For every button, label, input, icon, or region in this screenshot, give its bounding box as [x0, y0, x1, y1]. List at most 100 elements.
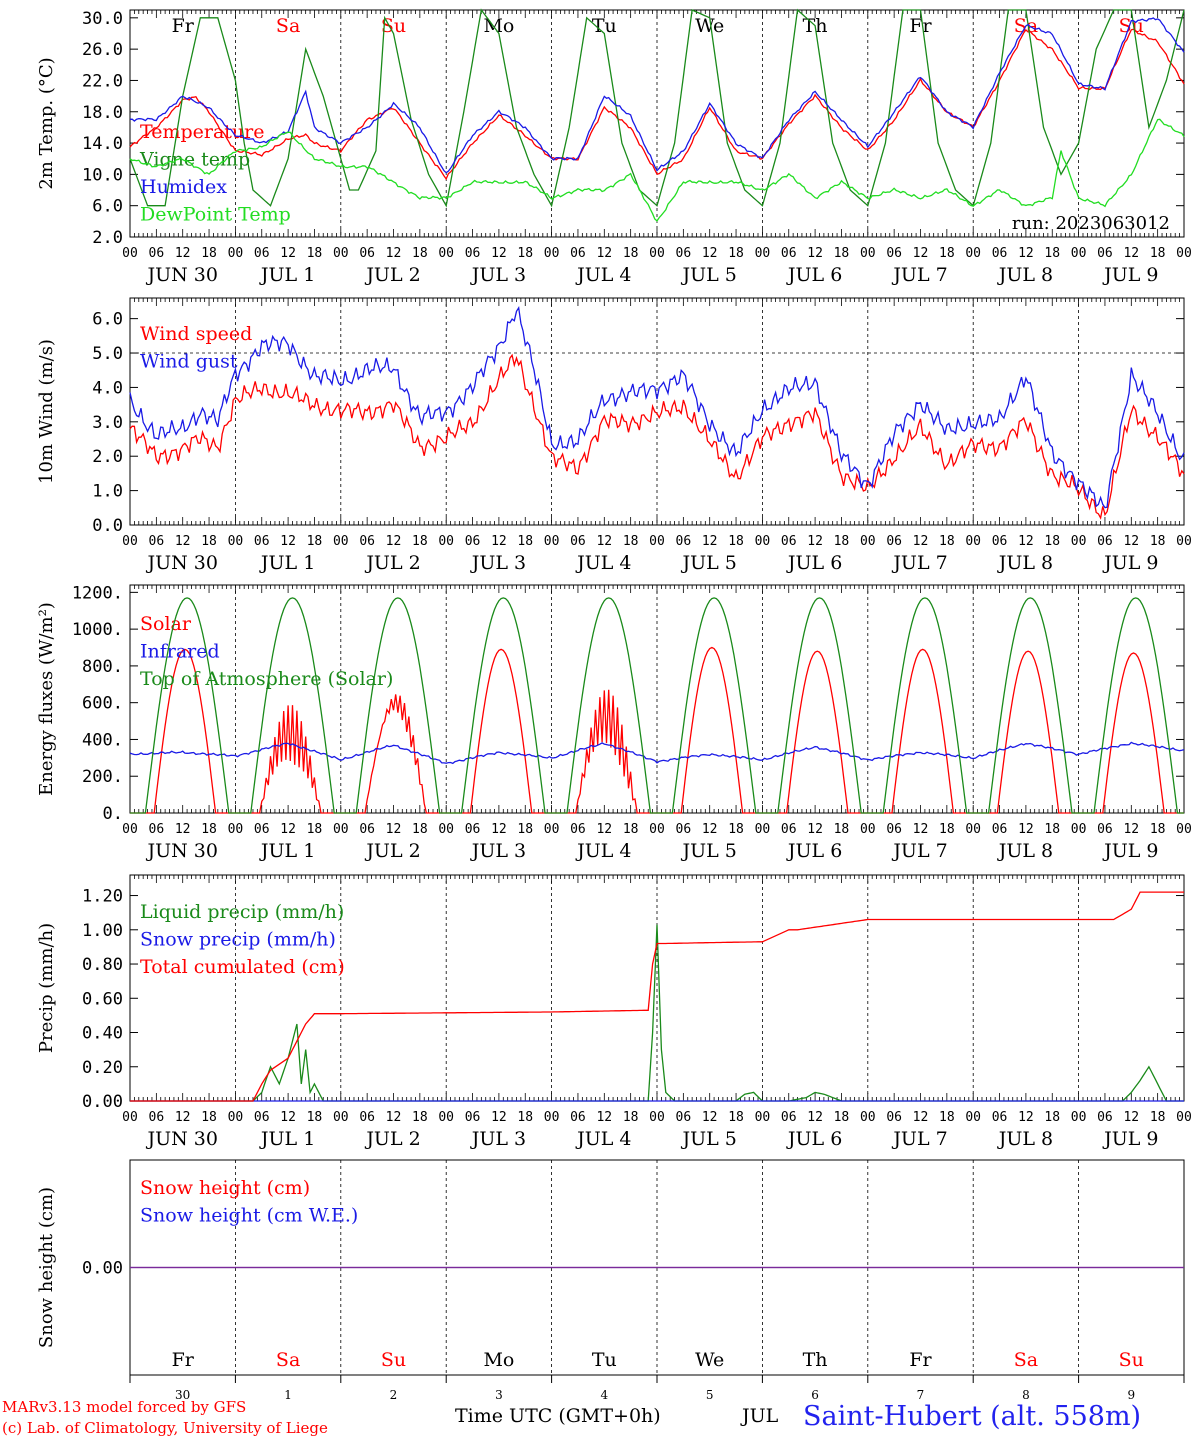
- hour-tick-label: 06: [359, 1110, 375, 1125]
- hour-tick-label: 06: [465, 246, 481, 261]
- hour-tick-label: 12: [491, 534, 507, 549]
- hour-tick-label: 06: [570, 822, 586, 837]
- date-label: JUL 3: [470, 264, 526, 286]
- hour-tick-label: 12: [1018, 1110, 1034, 1125]
- weekday-label: Sa: [276, 15, 300, 37]
- series-line-wind-gust: [129, 305, 1185, 509]
- hour-tick-label: 06: [254, 822, 270, 837]
- hour-tick-label: 12: [596, 246, 612, 261]
- y-tick-label: 5.0: [92, 344, 123, 364]
- hour-tick-label: 06: [1097, 246, 1113, 261]
- y-axis-label: Snow height (cm): [36, 1187, 57, 1348]
- hour-tick-label: 12: [596, 1110, 612, 1125]
- hour-tick-label: 06: [570, 1110, 586, 1125]
- legend-entry: Snow height (cm W.E.): [140, 1205, 358, 1227]
- hour-tick-label: 12: [491, 246, 507, 261]
- y-tick-label: 0.: [103, 804, 123, 824]
- hour-tick-label: 12: [1018, 534, 1034, 549]
- hour-tick-label: 18: [623, 246, 639, 261]
- hour-tick-label: 12: [491, 822, 507, 837]
- legend-entry: DewPoint Temp: [140, 204, 291, 226]
- hour-tick-label: 18: [939, 1110, 955, 1125]
- hour-tick-label: 18: [201, 534, 217, 549]
- weekday-label: Fr: [909, 1349, 932, 1371]
- hour-tick-label: 18: [1044, 822, 1060, 837]
- hour-tick-label: 06: [886, 534, 902, 549]
- y-tick-label: 800.: [82, 657, 123, 677]
- hour-tick-label: 06: [149, 246, 165, 261]
- hour-tick-label: 12: [702, 246, 718, 261]
- date-label: JUL 5: [681, 1128, 737, 1150]
- day-number-label: 4: [600, 1388, 608, 1402]
- hour-tick-label: 06: [570, 534, 586, 549]
- hour-tick-label: 18: [1150, 534, 1166, 549]
- hour-tick-label: 12: [1123, 1110, 1139, 1125]
- hour-tick-label: 00: [228, 246, 244, 261]
- hour-tick-label: 18: [201, 1110, 217, 1125]
- panel-4: 00 06 12 18 JUN 30 00 06 12 18 JUL 1 00 06 12 18 JUL 2…: [36, 874, 1192, 1150]
- hour-tick-label: 06: [676, 246, 692, 261]
- series-line-total-cumulated-cm-: [130, 891, 1184, 1102]
- hour-tick-label: 00: [860, 534, 876, 549]
- y-tick-label: 0.0: [92, 516, 123, 536]
- hour-tick-label: 12: [386, 534, 402, 549]
- hour-tick-label: 00: [1071, 1110, 1087, 1125]
- hour-tick-label: 06: [1097, 822, 1113, 837]
- hour-tick-label: 18: [201, 246, 217, 261]
- hour-tick-label: 06: [465, 822, 481, 837]
- date-label: JUL 9: [1102, 552, 1158, 574]
- hour-tick-label: 18: [1044, 1110, 1060, 1125]
- hour-tick-label: 06: [676, 534, 692, 549]
- y-axis-label: 10m Wind (m/s): [36, 339, 57, 484]
- hour-tick-label: 18: [412, 246, 428, 261]
- hour-tick-label: 00: [333, 1110, 349, 1125]
- y-tick-label: 14.0: [82, 134, 123, 154]
- weekday-label: Th: [803, 1349, 828, 1371]
- date-label: JUL 5: [681, 552, 737, 574]
- date-label: JUL 7: [891, 1128, 947, 1150]
- hour-tick-label: 12: [386, 246, 402, 261]
- hour-tick-label: 00: [333, 822, 349, 837]
- hour-tick-label: 12: [280, 246, 296, 261]
- hour-tick-label: 00: [649, 246, 665, 261]
- day-number-label: 9: [1127, 1388, 1135, 1402]
- series-line-wind-speed: [129, 353, 1185, 520]
- hour-tick-label: 00: [544, 246, 560, 261]
- y-tick-label: 1.00: [82, 921, 123, 941]
- panel-1: 00 06 12 18 JUN 30 00 06 12 18 JUL 1 00 06 12 18 JUL 2…: [36, 8, 1192, 286]
- hour-tick-label: 12: [175, 1110, 191, 1125]
- date-label: JUL 9: [1102, 264, 1158, 286]
- hour-tick-label: 00: [965, 246, 981, 261]
- hour-tick-label: 18: [412, 534, 428, 549]
- hour-tick-label: 12: [491, 1110, 507, 1125]
- hour-tick-label: 18: [623, 1110, 639, 1125]
- date-label: JUN 30: [145, 840, 217, 862]
- legend-entry: Infrared: [140, 641, 220, 663]
- hour-tick-label: 06: [1097, 1110, 1113, 1125]
- hour-tick-label: 12: [1123, 822, 1139, 837]
- hour-tick-label: 00: [1071, 534, 1087, 549]
- date-label: JUL 1: [259, 1128, 315, 1150]
- day-number-label: 30: [175, 1388, 190, 1402]
- series-line-dewpoint-temp: [129, 118, 1185, 222]
- hour-tick-label: 00: [544, 822, 560, 837]
- hour-tick-label: 18: [834, 534, 850, 549]
- date-label: JUL 2: [364, 552, 420, 574]
- date-label: JUL 8: [997, 1128, 1053, 1150]
- hour-tick-label: 12: [807, 246, 823, 261]
- hour-tick-label: 12: [702, 534, 718, 549]
- hour-tick-label: 00: [755, 534, 771, 549]
- hour-tick-label: 18: [728, 1110, 744, 1125]
- hour-tick-label: 06: [676, 822, 692, 837]
- hour-tick-label: 06: [886, 1110, 902, 1125]
- y-tick-label: 200.: [82, 767, 123, 787]
- hour-tick-label: 00: [1176, 822, 1192, 837]
- date-label: JUL 1: [259, 840, 315, 862]
- hour-tick-label: 12: [1018, 246, 1034, 261]
- y-tick-label: 1000.: [72, 620, 123, 640]
- date-label: JUL 6: [786, 264, 842, 286]
- y-axis-label: 2m Temp. (°C): [36, 57, 57, 189]
- hour-tick-label: 06: [359, 822, 375, 837]
- date-label: JUL 7: [891, 552, 947, 574]
- hour-tick-label: 00: [965, 822, 981, 837]
